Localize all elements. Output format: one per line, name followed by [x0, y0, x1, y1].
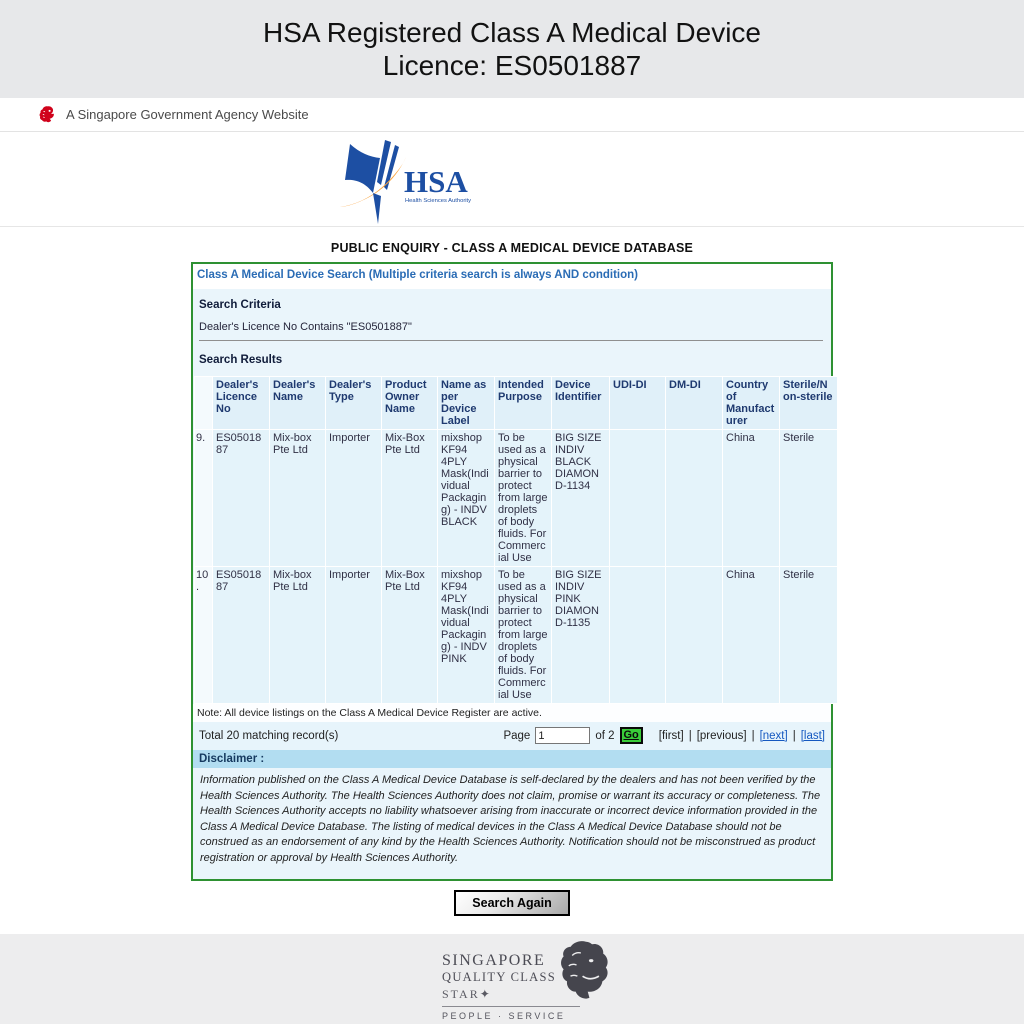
table-cell: Sterile [779, 566, 838, 704]
sqc-line4: PEOPLE · SERVICE [442, 1011, 566, 1021]
gov-banner: A Singapore Government Agency Website [0, 98, 1024, 132]
table-cell: BIG SIZE INDIV BLACK DIAMOND-1134 [551, 429, 610, 567]
column-header: Country of Manufacturer [722, 376, 780, 430]
page-number-input[interactable] [535, 727, 591, 744]
table-cell: To be used as a physical barrier to prot… [494, 566, 552, 704]
table-row: 9. ES0501887 Mix-box Pte Ltd Importer Mix-Bo… [194, 429, 838, 567]
sqc-line1: SINGAPORE [442, 952, 546, 969]
table-cell: ES0501887 [212, 429, 270, 567]
main-content: PUBLIC ENQUIRY - CLASS A MEDICAL DEVICE … [0, 227, 1024, 934]
go-button[interactable]: Go [619, 727, 643, 744]
logo-section: HSA Health Sciences Authority [0, 132, 1024, 227]
table-cell: Sterile [779, 429, 838, 567]
search-again-button[interactable]: Search Again [454, 889, 570, 916]
disclaimer-heading: Disclaimer : [193, 750, 831, 768]
column-header: UDI-DI [609, 376, 666, 430]
table-cell [609, 429, 666, 567]
merlion-icon [39, 106, 54, 123]
pagination-previous: [previous] [696, 729, 747, 742]
table-cell [609, 566, 666, 704]
banner-title-line1: HSA Registered Class A Medical Device [263, 17, 761, 48]
table-cell: ES0501887 [212, 566, 270, 704]
results-note: Note: All device listings on the Class A… [193, 704, 831, 722]
pagination-last-link[interactable]: [last] [800, 729, 825, 742]
table-cell: Importer [325, 566, 382, 704]
criteria-divider [199, 340, 823, 341]
column-header: DM-DI [665, 376, 723, 430]
table-cell: To be used as a physical barrier to prot… [494, 429, 552, 567]
pagination-separator: | [751, 729, 755, 742]
column-header: Intended Purpose [494, 376, 552, 430]
search-criteria-block: Search Criteria Dealer's Licence No Cont… [193, 289, 831, 341]
table-cell [665, 429, 723, 567]
results-tbody: 9. ES0501887 Mix-box Pte Ltd Importer Mix-Bo… [194, 429, 838, 704]
pagination-next-link[interactable]: [next] [759, 729, 788, 742]
search-criteria-value: Dealer's Licence No Contains "ES0501887" [199, 321, 412, 333]
column-header: Device Identifier [551, 376, 610, 430]
column-header: Product Owner Name [381, 376, 438, 430]
column-header: Dealer's Licence No [212, 376, 270, 430]
hsa-logo: HSA Health Sciences Authority [340, 140, 471, 224]
pagination-separator: | [688, 729, 692, 742]
row-number: 10. [194, 566, 213, 704]
table-cell: Mix-box Pte Ltd [269, 566, 326, 704]
table-cell: Mix-Box Pte Ltd [381, 566, 438, 704]
sqc-line3: STAR✦ [442, 987, 492, 1001]
page-of-label: of 2 [595, 729, 615, 742]
table-cell: mixshop KF94 4PLY Mask(Individual Packag… [437, 429, 495, 567]
total-records-text: Total 20 matching record(s) [199, 729, 339, 742]
search-panel: Class A Medical Device Search (Multiple … [191, 262, 838, 881]
table-cell: China [722, 429, 780, 567]
singapore-quality-class-logo: SINGAPORE QUALITY CLASS STAR✦ PEOPLE · S… [442, 941, 608, 1024]
row-number: 9. [194, 429, 213, 567]
table-row: 10. ES0501887 Mix-box Pte Ltd Importer Mix-B… [194, 566, 838, 704]
hsa-logo-text: HSA [404, 164, 468, 199]
banner-title-line2: Licence: ES0501887 [382, 50, 642, 81]
pagination-first: [first] [658, 729, 684, 742]
table-cell: Mix-box Pte Ltd [269, 429, 326, 567]
search-criteria-heading: Search Criteria [199, 299, 281, 311]
pagination-controls: Page of 2 Go [first] | [previous] | [nex… [503, 727, 825, 744]
column-header: Sterile/Non-sterile [779, 376, 838, 430]
panel-title: Class A Medical Device Search (Multiple … [193, 264, 831, 289]
search-results-heading: Search Results [199, 354, 283, 366]
page-footer: SINGAPORE QUALITY CLASS STAR✦ PEOPLE · S… [0, 934, 1024, 1024]
disclaimer-body: Information published on the Class A Med… [193, 768, 831, 879]
table-cell: China [722, 566, 780, 704]
page-label: Page [503, 729, 531, 742]
column-header: Dealer's Type [325, 376, 382, 430]
lion-head-icon [561, 941, 608, 999]
column-header: Name as per Device Label [437, 376, 495, 430]
table-cell: Importer [325, 429, 382, 567]
page-title: PUBLIC ENQUIRY - CLASS A MEDICAL DEVICE … [330, 241, 694, 255]
table-cell: mixshop KF94 4PLY Mask(Individual Packag… [437, 566, 495, 704]
row-number-header [194, 376, 213, 430]
table-cell: BIG SIZE INDIV PINK DIAMOND-1135 [551, 566, 610, 704]
sqc-line2: QUALITY CLASS [442, 970, 557, 984]
results-header-row: Dealer's Licence No Dealer's Name Dealer's… [194, 376, 838, 430]
hsa-logo-subtext: Health Sciences Authority [405, 198, 471, 204]
sqc-divider [442, 1006, 580, 1007]
page-header-banner: HSA Registered Class A Medical Device Li… [0, 0, 1024, 98]
panel-body: Search Criteria Dealer's Licence No Cont… [193, 289, 838, 879]
pagination-bar: Total 20 matching record(s) Page of 2 Go… [193, 722, 831, 750]
pagination-separator: | [792, 729, 796, 742]
gov-banner-text: A Singapore Government Agency Website [66, 107, 309, 122]
table-cell: Mix-Box Pte Ltd [381, 429, 438, 567]
column-header: Dealer's Name [269, 376, 326, 430]
table-cell [665, 566, 723, 704]
results-table: Dealer's Licence No Dealer's Name Dealer's… [194, 376, 838, 704]
